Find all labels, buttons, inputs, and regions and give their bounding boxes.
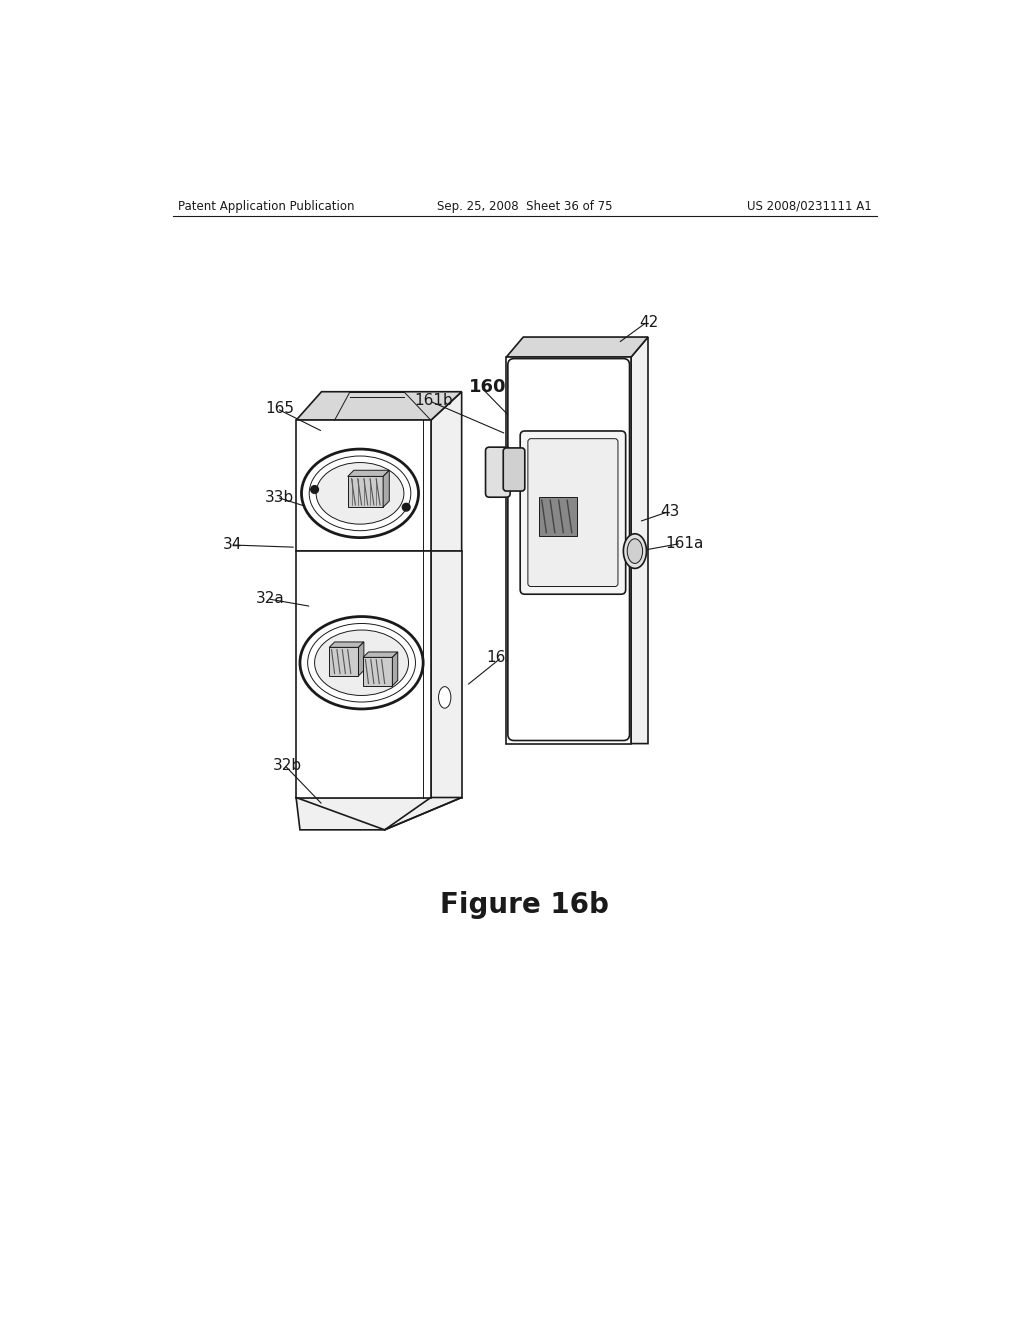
Ellipse shape — [301, 449, 419, 537]
Text: 163a: 163a — [486, 649, 524, 665]
Text: 34: 34 — [223, 537, 243, 553]
Polygon shape — [348, 470, 389, 477]
Ellipse shape — [624, 533, 646, 569]
FancyBboxPatch shape — [485, 447, 510, 498]
Ellipse shape — [316, 462, 403, 524]
Text: Patent Application Publication: Patent Application Publication — [178, 199, 354, 213]
Text: 161a: 161a — [666, 536, 705, 550]
Ellipse shape — [628, 539, 643, 564]
Polygon shape — [348, 477, 383, 507]
Text: 32a: 32a — [256, 591, 285, 606]
Polygon shape — [383, 470, 389, 507]
Polygon shape — [631, 337, 648, 743]
Circle shape — [402, 503, 410, 511]
Text: Sep. 25, 2008  Sheet 36 of 75: Sep. 25, 2008 Sheet 36 of 75 — [437, 199, 612, 213]
Polygon shape — [431, 392, 462, 552]
Ellipse shape — [309, 455, 411, 531]
Polygon shape — [296, 420, 431, 552]
Polygon shape — [330, 642, 364, 647]
FancyBboxPatch shape — [528, 438, 617, 586]
Polygon shape — [358, 642, 364, 676]
Text: 33b: 33b — [265, 490, 295, 504]
FancyBboxPatch shape — [520, 430, 626, 594]
Circle shape — [310, 486, 318, 494]
FancyBboxPatch shape — [508, 359, 630, 741]
Text: 43: 43 — [660, 504, 680, 519]
FancyBboxPatch shape — [503, 447, 524, 491]
Polygon shape — [431, 552, 462, 797]
Polygon shape — [364, 652, 397, 657]
Ellipse shape — [300, 616, 423, 709]
Polygon shape — [296, 392, 462, 420]
Polygon shape — [296, 797, 462, 830]
Text: 42: 42 — [639, 315, 658, 330]
Ellipse shape — [314, 630, 409, 696]
Polygon shape — [506, 358, 631, 743]
Ellipse shape — [307, 623, 416, 702]
Text: 160: 160 — [469, 378, 507, 396]
Polygon shape — [506, 337, 648, 358]
Polygon shape — [539, 498, 578, 536]
Polygon shape — [392, 652, 397, 686]
Text: Figure 16b: Figure 16b — [440, 891, 609, 919]
Polygon shape — [330, 647, 358, 676]
Polygon shape — [296, 552, 431, 797]
Text: 165: 165 — [265, 401, 294, 416]
Text: 161b: 161b — [414, 393, 453, 408]
Ellipse shape — [438, 686, 451, 708]
Text: US 2008/0231111 A1: US 2008/0231111 A1 — [746, 199, 871, 213]
Polygon shape — [364, 657, 392, 686]
Text: 32b: 32b — [273, 758, 302, 772]
